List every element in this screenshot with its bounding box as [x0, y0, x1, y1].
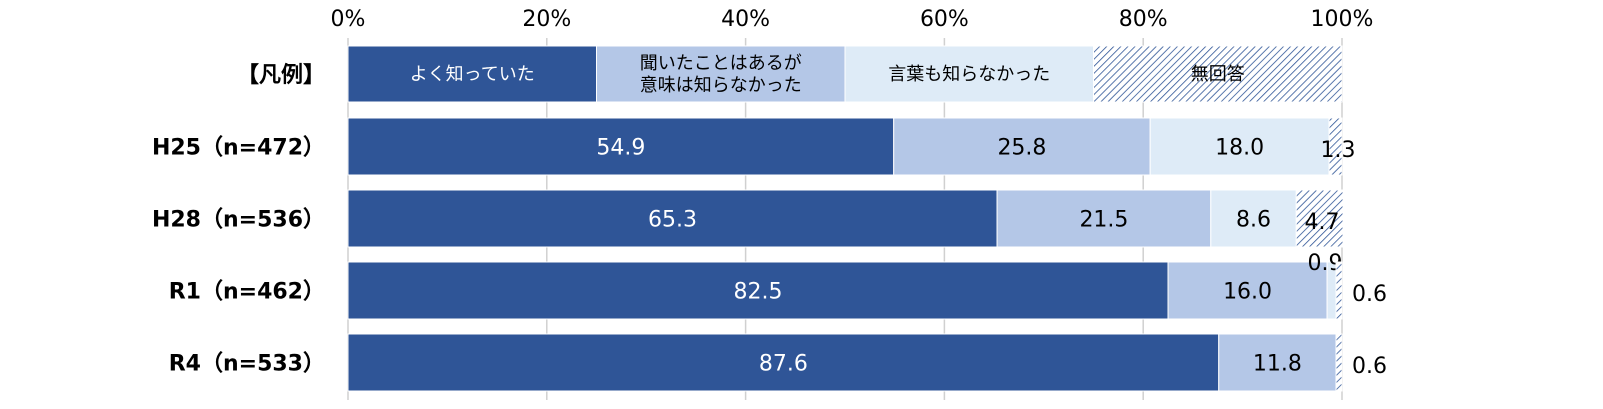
data-label: 1.3	[1321, 138, 1356, 163]
legend-entry: 言葉も知らなかった	[888, 64, 1050, 85]
data-label: 4.7	[1305, 210, 1340, 235]
legend-entry: よく知っていた	[410, 64, 535, 85]
legend-entry: 聞いたことはあるが意味は知らなかった	[640, 53, 802, 96]
category-label: H28（n=536）	[152, 208, 325, 233]
data-label: 65.3	[648, 208, 697, 233]
data-label: 11.8	[1253, 352, 1302, 377]
data-label: 16.0	[1223, 280, 1272, 305]
bar-segment	[1167, 261, 1328, 320]
bar-segment	[1218, 333, 1337, 392]
legend: 【凡例】 よく知っていた 聞いたことはあるが意味は知らなかった 言葉も知らなかった 無回…	[237, 45, 1343, 103]
bar-segment	[1210, 189, 1297, 248]
x-tick-label: 80%	[1119, 7, 1168, 32]
bar-segment	[347, 117, 895, 176]
category-label: R1（n=462）	[169, 280, 325, 305]
data-label: 54.9	[596, 136, 645, 161]
x-axis-ticks: 0% 20% 40% 60% 80% 100%	[331, 7, 1374, 32]
data-label: 0.6	[1352, 354, 1387, 379]
bar-segment	[1295, 189, 1344, 248]
category-label: R4（n=533）	[169, 352, 325, 377]
x-tick-label: 100%	[1311, 7, 1374, 32]
bars: H25（n=472） 54.9 25.8 18.0 1.3 H28（n=536） 65.3 2…	[152, 117, 1387, 392]
legend-swatch	[1093, 45, 1343, 103]
x-tick-label: 0%	[331, 7, 366, 32]
bar-segment	[1328, 117, 1343, 176]
legend-title: 【凡例】	[237, 63, 325, 88]
data-label: 82.5	[734, 280, 783, 305]
bar-segment	[893, 117, 1151, 176]
bar-segment	[347, 333, 1220, 392]
legend-swatch	[347, 45, 597, 103]
bar-segment	[996, 189, 1212, 248]
bar-segment	[1335, 261, 1343, 320]
bar-segment	[1335, 333, 1343, 392]
data-label: 25.8	[997, 136, 1046, 161]
bar-segment	[1149, 117, 1330, 176]
data-label: 8.6	[1236, 208, 1271, 233]
data-label: 87.6	[759, 352, 808, 377]
x-tick-label: 40%	[721, 7, 770, 32]
x-tick-label: 20%	[522, 7, 571, 32]
data-label: 0.6	[1352, 282, 1387, 307]
category-label: H25（n=472）	[152, 136, 325, 161]
x-tick-label: 60%	[920, 7, 969, 32]
legend-entry: 無回答	[1191, 64, 1245, 85]
bar-segment	[347, 189, 998, 248]
data-label: 18.0	[1215, 136, 1264, 161]
data-label: 21.5	[1079, 208, 1128, 233]
